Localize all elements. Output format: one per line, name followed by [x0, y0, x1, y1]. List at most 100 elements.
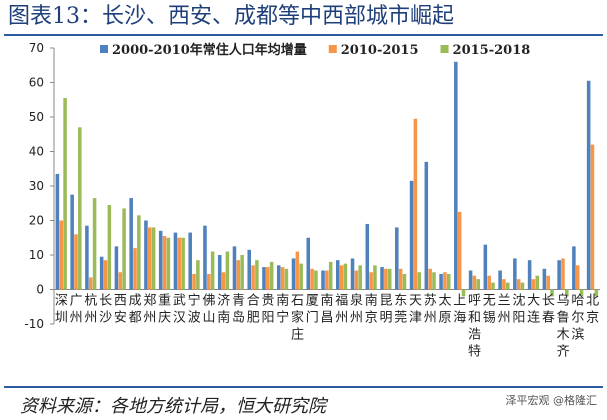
category-label-青岛: 岛	[232, 310, 245, 326]
category-label-无锡: 无	[483, 294, 496, 309]
category-label-长春: 长	[542, 294, 555, 309]
bar-3-东莞	[402, 273, 407, 290]
bar-2-深圳	[59, 220, 63, 290]
bar-1-青岛	[232, 246, 237, 290]
bar-3-佛山	[210, 251, 215, 290]
category-label-哈尔滨: 尔	[571, 311, 584, 326]
bar-2-贵阳	[266, 267, 270, 290]
bar-2-郑州	[148, 227, 152, 290]
bar-2-上海	[457, 211, 462, 290]
bar-1-乌鲁木齐	[557, 260, 561, 290]
bar-2-长沙	[103, 260, 108, 290]
category-label-昆明: 昆	[380, 294, 393, 309]
bar-2-南宁	[280, 267, 285, 290]
bar-1-苏州	[424, 161, 429, 290]
y-tick-label: 60	[29, 76, 44, 90]
bar-3-哈尔滨	[579, 289, 584, 297]
watermark: 泽平宏观 @格隆汇	[505, 394, 598, 407]
bar-1-昆明	[380, 267, 384, 290]
category-label-昆明: 明	[380, 311, 393, 326]
category-label-西安: 安	[114, 311, 127, 326]
category-label-南京: 京	[365, 311, 378, 326]
category-label-大连: 连	[527, 310, 540, 326]
bar-1-贵阳	[262, 267, 266, 290]
bar-2-哈尔滨	[575, 265, 580, 290]
legend-label-1: 2000-2010年常住人口年均增量	[112, 42, 307, 58]
bar-2-成都	[133, 248, 137, 290]
bar-2-广州	[74, 234, 78, 290]
bar-1-杭州	[85, 225, 89, 290]
y-tick-label: -10	[24, 317, 44, 331]
category-label-南京: 南	[365, 293, 378, 309]
bar-3-长春	[550, 289, 554, 297]
bar-1-南昌	[321, 270, 325, 290]
category-label-石家庄: 石	[291, 294, 304, 309]
source-rule	[4, 386, 603, 388]
category-label-大连: 大	[527, 294, 540, 309]
bar-1-东莞	[395, 227, 399, 290]
category-label-呼和浩特: 特	[468, 345, 481, 360]
bar-3-呼和浩特	[476, 279, 481, 290]
bar-3-青岛	[240, 255, 244, 290]
category-label-石家庄: 家	[291, 310, 304, 326]
bar-1-太原	[439, 273, 443, 290]
legend-label-2: 2010-2015	[341, 43, 419, 58]
category-label-贵阳: 阳	[261, 311, 274, 326]
category-label-长沙: 沙	[99, 311, 112, 326]
category-label-合肥: 肥	[247, 311, 260, 326]
bar-1-长沙	[99, 256, 104, 290]
category-label-泉州: 州	[350, 311, 363, 326]
bar-3-福州	[343, 263, 348, 290]
bar-3-南昌	[328, 261, 333, 290]
bar-2-西安	[118, 272, 123, 290]
bar-3-深圳	[63, 98, 67, 290]
bar-1-武汉	[173, 232, 178, 290]
category-label-天津: 天	[409, 294, 422, 309]
legend: 2000-2010年常住人口年均增量 2010-2015 2015-2018	[100, 42, 530, 58]
bar-2-乌鲁木齐	[561, 258, 565, 290]
bar-3-天津	[417, 272, 421, 290]
label-layer: 深圳广州杭州长沙西安成都郑州重庆武汉宁波佛山济南青岛合肥贵阳南宁石家庄厦门南昌福…	[55, 293, 599, 360]
bar-2-沈阳	[516, 279, 521, 290]
y-tick-label: 0	[36, 283, 44, 297]
legend-swatch-2	[328, 45, 337, 53]
category-label-济南: 济	[217, 294, 230, 309]
category-label-天津: 津	[409, 311, 422, 326]
bar-1-深圳	[55, 173, 60, 290]
bar-2-杭州	[88, 277, 93, 290]
bar-1-宁波	[188, 232, 192, 290]
bar-1-上海	[454, 61, 458, 290]
y-tick-label: 50	[29, 110, 44, 124]
category-label-无锡: 锡	[483, 311, 496, 326]
bar-2-太原	[443, 272, 447, 290]
bar-3-大连	[535, 275, 540, 290]
category-label-哈尔滨: 哈	[571, 294, 584, 309]
bar-1-济南	[217, 255, 222, 290]
bar-3-南京	[373, 265, 377, 290]
legend-swatch-3	[440, 45, 449, 53]
bar-3-宁波	[196, 260, 200, 290]
category-label-东莞: 莞	[394, 311, 407, 326]
category-label-南昌: 南	[320, 293, 333, 309]
bar-3-兰州	[506, 282, 510, 290]
bar-2-青岛	[236, 260, 241, 290]
bar-1-厦门	[306, 237, 311, 290]
category-label-福州: 州	[335, 311, 348, 326]
bar-2-无锡	[487, 275, 491, 290]
category-label-佛山: 佛	[202, 294, 215, 309]
category-label-苏州: 苏	[424, 293, 437, 309]
category-label-乌鲁木齐: 乌	[557, 293, 570, 309]
bar-3-厦门	[314, 270, 318, 290]
bar-3-太原	[446, 273, 451, 290]
bar-2-福州	[339, 265, 344, 290]
category-label-北京: 北	[586, 294, 599, 309]
bar-3-贵阳	[269, 261, 274, 290]
category-label-南宁: 南	[276, 293, 289, 309]
category-label-呼和浩特: 和	[468, 311, 481, 326]
category-label-济南: 南	[217, 310, 230, 326]
category-label-广州: 广	[70, 294, 83, 309]
bar-2-大连	[531, 279, 536, 290]
bar-2-泉州	[354, 270, 359, 290]
bar-layer	[55, 61, 599, 297]
